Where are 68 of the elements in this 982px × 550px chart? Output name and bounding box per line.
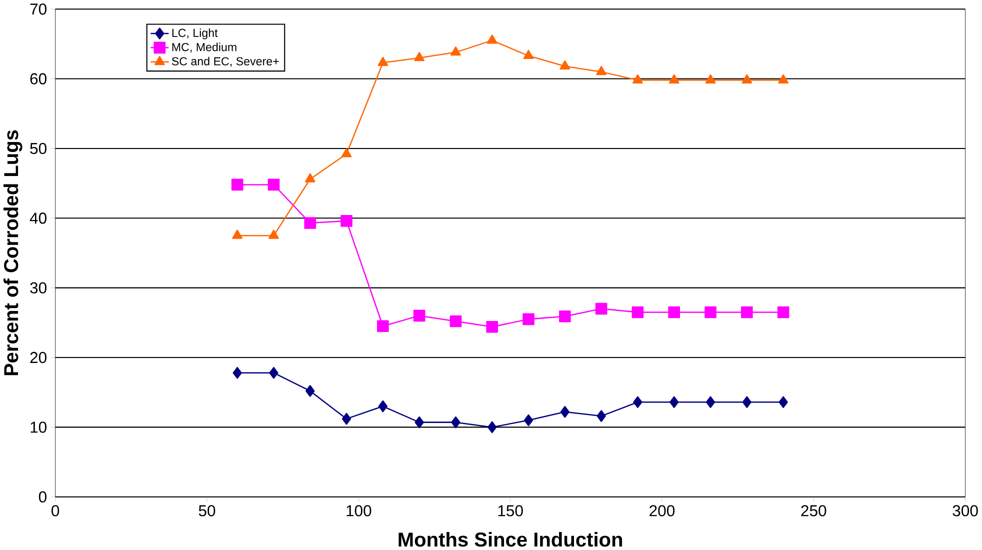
point	[414, 416, 424, 428]
point	[304, 173, 316, 182]
point	[778, 74, 788, 84]
point	[413, 310, 426, 322]
point	[560, 60, 570, 70]
point	[377, 320, 389, 332]
point	[340, 214, 352, 227]
y-tick-label: 30	[30, 282, 46, 294]
point	[306, 384, 315, 397]
point	[559, 310, 571, 322]
point	[488, 421, 497, 434]
point	[268, 230, 279, 239]
legend-label: MC, Medium	[172, 42, 236, 52]
x-axis-title: Months Since Induction	[398, 532, 622, 547]
point	[378, 56, 388, 66]
point	[486, 34, 498, 44]
point	[268, 178, 280, 191]
x-tick-label: 300	[952, 505, 978, 516]
point	[232, 366, 242, 379]
y-tick-label: 60	[30, 73, 46, 84]
point	[595, 302, 608, 315]
point	[231, 178, 244, 191]
point	[596, 66, 607, 75]
y-axis-title: Percent of Corroded Lugs	[4, 130, 22, 376]
legend-label: LC, Light	[172, 28, 218, 40]
point	[706, 396, 716, 408]
point	[632, 74, 643, 84]
point	[523, 50, 534, 59]
point	[451, 416, 460, 428]
y-tick-label: 40	[30, 212, 46, 224]
point	[232, 230, 243, 239]
y-tick-label: 0	[38, 491, 46, 502]
point	[342, 412, 352, 425]
point	[740, 306, 753, 318]
point	[668, 306, 680, 318]
y-tick-label: 50	[30, 142, 46, 154]
point	[524, 414, 534, 426]
x-tick-label: 250	[801, 505, 826, 516]
legend-label: SC and EC, Severe+	[172, 56, 279, 67]
x-tick-label: 200	[650, 505, 675, 516]
point	[522, 313, 534, 325]
point	[414, 52, 425, 62]
point	[670, 396, 679, 408]
point	[778, 396, 788, 408]
point	[777, 306, 790, 318]
x-tick-label: 100	[346, 505, 372, 516]
point	[450, 46, 461, 56]
point	[742, 74, 752, 84]
point	[304, 217, 316, 229]
x-tick-label: 50	[198, 505, 216, 516]
point	[705, 74, 716, 84]
point	[632, 306, 644, 318]
point	[704, 306, 716, 318]
x-tick-label: 0	[52, 505, 60, 516]
y-tick-label: 70	[30, 3, 46, 15]
point	[668, 74, 680, 84]
point	[633, 396, 642, 408]
point	[596, 410, 606, 422]
point	[269, 366, 278, 379]
point	[378, 400, 388, 412]
point	[341, 148, 352, 158]
point	[742, 396, 752, 408]
y-tick-label: 10	[30, 422, 46, 433]
point	[560, 406, 570, 418]
x-tick-label: 150	[498, 505, 523, 516]
point	[450, 315, 462, 328]
point	[486, 320, 498, 333]
y-tick-label: 20	[30, 352, 46, 364]
